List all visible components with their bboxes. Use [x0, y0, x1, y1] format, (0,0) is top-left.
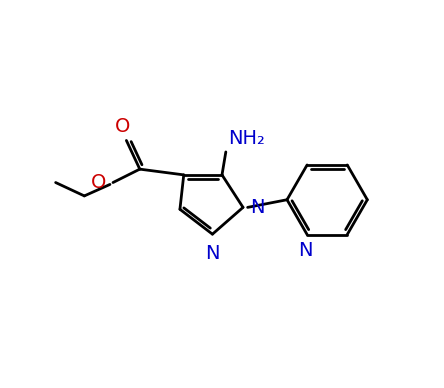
Text: O: O — [91, 173, 106, 192]
Text: N: N — [298, 241, 313, 260]
Text: NH₂: NH₂ — [228, 129, 265, 148]
Text: N: N — [250, 198, 265, 217]
Text: N: N — [205, 244, 220, 263]
Text: O: O — [115, 117, 130, 136]
